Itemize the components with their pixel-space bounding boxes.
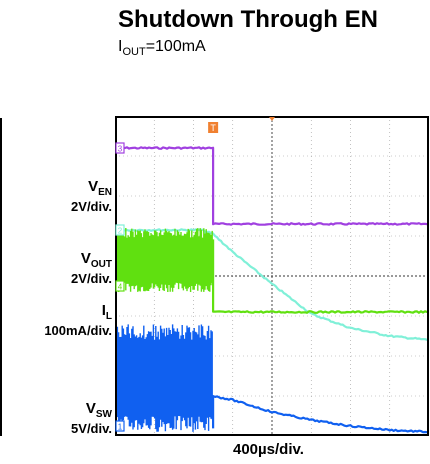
trace-en	[115, 146, 429, 226]
channel-marker-label: 1	[118, 423, 123, 432]
label-v-en-scale: 2V/div.	[71, 199, 112, 214]
scope-plot: 3 2 4 1 T	[115, 116, 429, 436]
label-v-sw-scale: 5V/div.	[71, 421, 112, 436]
label-i-l-sub: L	[105, 311, 112, 322]
subtitle-prefix: I	[118, 38, 123, 55]
left-edge-line	[0, 118, 2, 436]
subtitle-subscript: OUT	[122, 46, 146, 59]
channel-markers: 3 2 4 1 T	[115, 117, 275, 432]
switching-band-il	[115, 228, 213, 292]
label-v-sw: VSW 5V/div.	[71, 400, 112, 436]
switching-band-sw	[115, 324, 213, 432]
trigger-marker: T	[208, 122, 219, 133]
trace-sw	[211, 395, 429, 434]
label-v-en: VEN 2V/div.	[71, 178, 112, 214]
trigger-marker-label: T	[210, 123, 216, 133]
label-v-sw-name: V	[85, 400, 96, 417]
center-pointer	[269, 117, 275, 121]
channel-marker-box	[115, 224, 125, 236]
channel-marker-label: 2	[118, 227, 123, 236]
chart-subtitle: IOUT=100mA	[118, 38, 206, 58]
subtitle-suffix: =100mA	[145, 38, 206, 55]
label-i-l-scale: 100mA/div.	[44, 323, 112, 338]
channel-marker-label: 4	[118, 283, 123, 292]
label-v-en-sub: EN	[98, 187, 112, 198]
traces	[115, 146, 429, 434]
label-v-out-sub: OUT	[90, 259, 112, 270]
label-v-sw-sub: SW	[95, 409, 112, 420]
chart-title: Shutdown Through EN	[118, 6, 378, 33]
trace-il	[211, 239, 429, 314]
channel-marker-box	[115, 280, 125, 292]
channel-marker-en: 3	[115, 142, 125, 154]
trigger-marker-box	[208, 122, 219, 133]
trace-out	[115, 228, 429, 342]
label-i-l-name: I	[101, 302, 106, 319]
channel-marker-box	[115, 142, 125, 154]
label-v-out: VOUT 2V/div.	[71, 250, 112, 286]
x-axis-label: 400µs/div.	[233, 441, 304, 458]
label-v-en-name: V	[88, 178, 99, 195]
label-v-out-scale: 2V/div.	[71, 271, 112, 286]
channel-marker-il: 4	[115, 280, 125, 292]
channel-marker-out: 2	[115, 224, 125, 236]
channel-marker-sw: 1	[115, 420, 125, 432]
channel-marker-box	[115, 420, 125, 432]
label-v-out-name: V	[80, 250, 91, 267]
label-i-l: IL 100mA/div.	[44, 302, 112, 338]
channel-marker-label: 3	[118, 145, 123, 154]
